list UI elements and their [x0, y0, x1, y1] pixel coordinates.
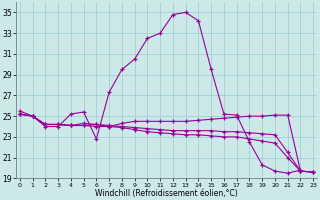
X-axis label: Windchill (Refroidissement éolien,°C): Windchill (Refroidissement éolien,°C) [95, 189, 238, 198]
